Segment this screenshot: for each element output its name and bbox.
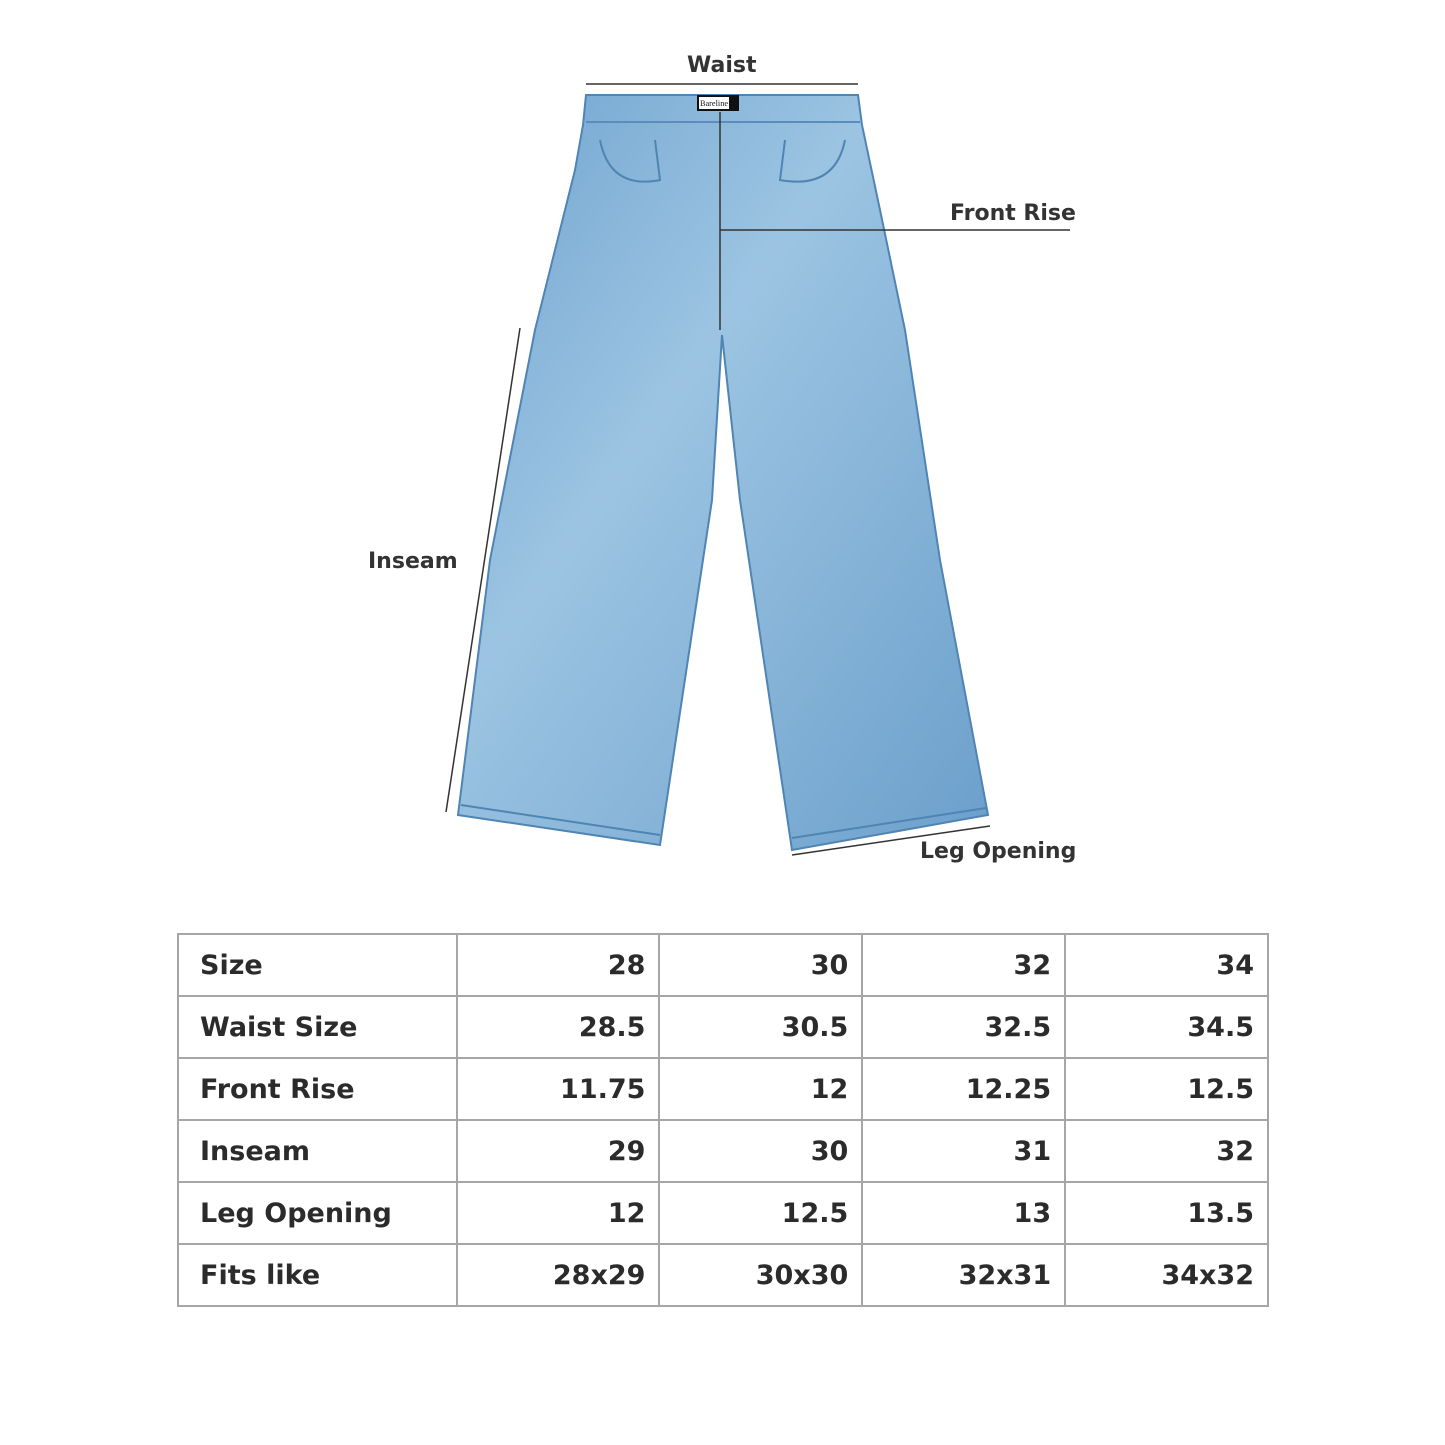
table-cell: 13.5 <box>1064 1181 1269 1245</box>
table-row: Front Rise 11.75 12 12.25 12.5 <box>177 1057 1269 1121</box>
inseam-line <box>445 327 521 813</box>
table-cell: 32.5 <box>861 995 1067 1059</box>
table-cell: 13 <box>861 1181 1067 1245</box>
table-cell: 12.5 <box>658 1181 864 1245</box>
brand-tag-text: Bareline <box>700 99 728 108</box>
table-cell: 12 <box>455 1181 661 1245</box>
table-cell: 32x31 <box>861 1243 1067 1307</box>
row-label: Leg Opening <box>177 1181 458 1245</box>
table-row: Leg Opening 12 12.5 13 13.5 <box>177 1181 1269 1245</box>
measurement-lines <box>445 83 1070 856</box>
row-label: Size <box>177 933 458 997</box>
table-row: Inseam 29 30 31 32 <box>177 1119 1269 1183</box>
table-row: Size 28 30 32 34 <box>177 933 1269 997</box>
size-chart-table: Size 28 30 32 34 Waist Size 28.5 30.5 32.5 34.5 Fr… <box>177 933 1269 1307</box>
table-cell: 11.75 <box>455 1057 661 1121</box>
table-cell: 12 <box>658 1057 864 1121</box>
table-cell: 30.5 <box>658 995 864 1059</box>
table-cell: 12.5 <box>1064 1057 1269 1121</box>
jeans-illustration: Bareline <box>445 83 1070 856</box>
table-cell: 12.25 <box>861 1057 1067 1121</box>
inseam-label: Inseam <box>368 549 458 574</box>
table-cell: 28.5 <box>455 995 661 1059</box>
row-label: Fits like <box>177 1243 458 1307</box>
table-cell: 32 <box>861 933 1067 997</box>
row-label: Waist Size <box>177 995 458 1059</box>
table-cell: 30x30 <box>658 1243 864 1307</box>
front-rise-label: Front Rise <box>950 201 1076 226</box>
table-cell: 32 <box>1064 1119 1269 1183</box>
table-cell: 30 <box>658 933 864 997</box>
table-cell: 28 <box>455 933 661 997</box>
jeans-image <box>456 94 990 852</box>
waist-label: Waist <box>687 53 757 78</box>
table-cell: 28x29 <box>455 1243 661 1307</box>
leg-opening-label: Leg Opening <box>920 839 1077 864</box>
row-label: Inseam <box>177 1119 458 1183</box>
table-cell: 30 <box>658 1119 864 1183</box>
table-row: Fits like 28x29 30x30 32x31 34x32 <box>177 1243 1269 1307</box>
table-cell: 34 <box>1064 933 1269 997</box>
row-label: Front Rise <box>177 1057 458 1121</box>
leg-opening-line <box>791 825 991 856</box>
table-cell: 31 <box>861 1119 1067 1183</box>
brand-tag: Bareline <box>697 95 739 111</box>
table-cell: 29 <box>455 1119 661 1183</box>
table-cell: 34x32 <box>1064 1243 1269 1307</box>
table-cell: 34.5 <box>1064 995 1269 1059</box>
table-row: Waist Size 28.5 30.5 32.5 34.5 <box>177 995 1269 1059</box>
